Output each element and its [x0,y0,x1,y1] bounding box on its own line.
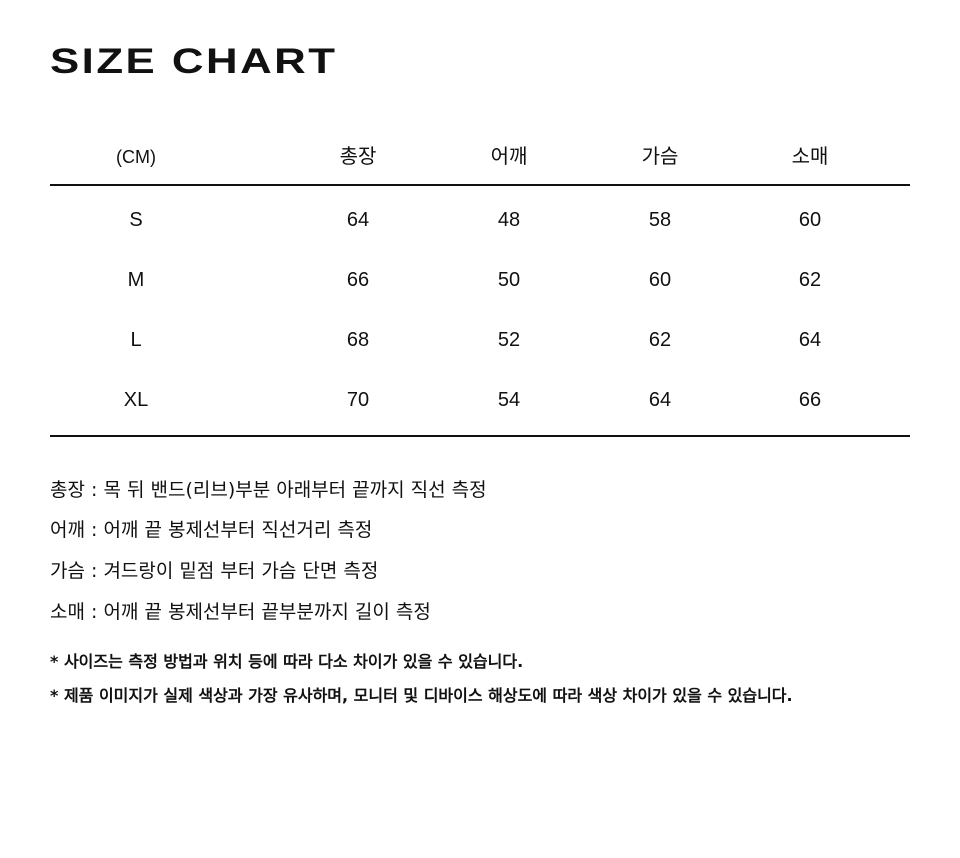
cell-sleeve: 66 [798,389,822,411]
cell-size: XL [123,389,149,411]
description-length: 총장 : 목 뒤 밴드(리브)부분 아래부터 끝까지 직선 측정 [50,479,487,501]
cell-shoulder: 48 [497,209,521,231]
cell-chest: 64 [648,389,672,411]
cell-chest: 60 [648,269,672,291]
page-title: SIZE CHART [50,42,338,81]
cell-size: S [129,209,143,231]
table-row: L 68 52 62 64 [50,325,910,355]
cell-chest: 62 [648,329,672,351]
cell-sleeve: 60 [798,209,822,231]
cell-shoulder: 54 [497,389,521,411]
table-header-row: (CM) 총장 어깨 가슴 소매 [50,142,910,172]
header-sleeve: 소매 [791,146,829,168]
cell-shoulder: 50 [497,269,521,291]
cell-shoulder: 52 [497,329,521,351]
cell-sleeve: 64 [798,329,822,351]
note-color-variance: * 제품 이미지가 실제 색상과 가장 유사하며, 모니터 및 디바이스 해상도… [50,686,793,705]
cell-length: 64 [346,209,370,231]
header-shoulder: 어깨 [490,146,528,168]
cell-length: 66 [346,269,370,291]
cell-sleeve: 62 [798,269,822,291]
cell-size: L [130,329,142,351]
description-sleeve: 소매 : 어깨 끝 봉제선부터 끝부분까지 길이 측정 [50,601,431,623]
table-row: S 64 48 58 60 [50,205,910,235]
description-chest: 가슴 : 겨드랑이 밑점 부터 가슴 단면 측정 [50,560,379,582]
table-bottom-divider [50,435,910,437]
table-row: XL 70 54 64 66 [50,385,910,415]
note-size-variance: * 사이즈는 측정 방법과 위치 등에 따라 다소 차이가 있을 수 있습니다. [50,652,524,671]
header-divider [50,184,910,186]
cell-length: 68 [346,329,370,351]
cell-size: M [127,269,145,291]
header-unit: (CM) [116,147,156,167]
cell-length: 70 [346,389,370,411]
table-row: M 66 50 60 62 [50,265,910,295]
header-length: 총장 [339,146,377,168]
header-chest: 가슴 [641,146,679,168]
description-shoulder: 어깨 : 어깨 끝 봉제선부터 직선거리 측정 [50,519,373,541]
cell-chest: 58 [648,209,672,231]
